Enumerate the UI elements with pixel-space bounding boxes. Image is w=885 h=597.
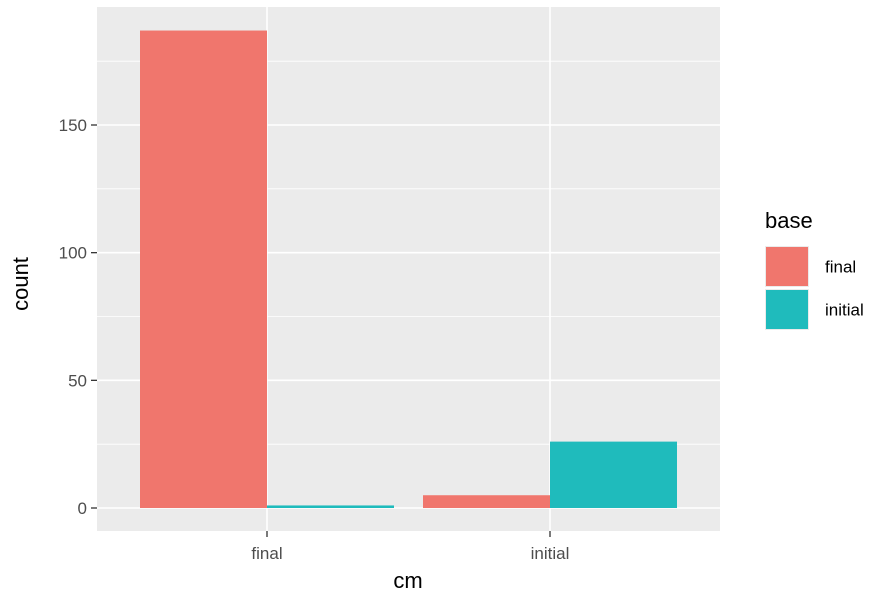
x-axis: final initial: [251, 531, 569, 563]
legend-label-initial: initial: [825, 301, 864, 320]
bar-final-initial: [423, 495, 550, 508]
y-tick-label: 0: [78, 499, 87, 518]
y-tick-label: 100: [59, 244, 87, 263]
y-axis-title: count: [8, 257, 33, 311]
legend: base final initial: [765, 208, 864, 330]
legend-label-final: final: [825, 258, 856, 277]
bar-initial-final: [267, 505, 394, 508]
legend-swatch-initial: [766, 290, 808, 329]
x-tick-label: final: [251, 544, 282, 563]
legend-swatch-final: [766, 247, 808, 286]
x-axis-title: cm: [393, 568, 422, 593]
bars: [140, 30, 677, 508]
bar-initial-initial: [550, 441, 677, 508]
bar-final-final: [140, 30, 267, 508]
legend-title: base: [765, 208, 813, 233]
x-tick-label: initial: [531, 544, 570, 563]
y-tick-label: 150: [59, 116, 87, 135]
y-axis: 0 50 100 150: [59, 116, 97, 518]
y-tick-label: 50: [68, 371, 87, 390]
